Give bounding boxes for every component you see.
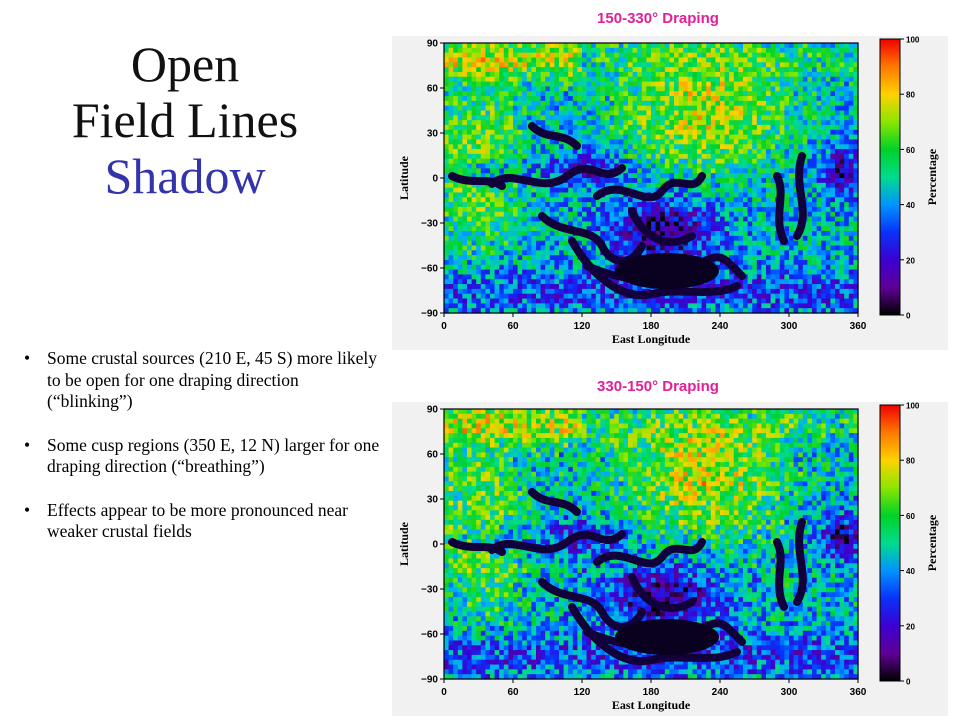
x-tick-label: 180	[643, 321, 660, 332]
y-tick-label: 30	[427, 495, 439, 506]
y-tick-label: −60	[421, 630, 438, 641]
y-tick-label: −60	[421, 264, 438, 275]
x-tick-label: 300	[781, 321, 798, 332]
colorbar-label: Percentage	[925, 148, 939, 205]
x-tick-label: 360	[850, 321, 867, 332]
plot-title-bottom: 330-150° Draping	[597, 378, 719, 395]
colorbar-tick-label: 0	[906, 312, 911, 321]
dark-basin-shape	[615, 619, 719, 655]
y-tick-label: 0	[432, 174, 438, 185]
colorbar-label: Percentage	[925, 514, 939, 571]
colorbar-tick-label: 0	[906, 678, 911, 687]
y-tick-label: 60	[427, 450, 439, 461]
x-tick-label: 60	[507, 687, 519, 698]
y-tick-label: −30	[421, 219, 438, 230]
bullet-list: Some crustal sources (210 E, 45 S) more …	[22, 348, 382, 565]
bullet-item: Some crustal sources (210 E, 45 S) more …	[22, 348, 382, 413]
heatmap-cells	[444, 43, 859, 314]
y-tick-label: −90	[421, 309, 438, 320]
colorbar-tick-label: 60	[906, 146, 915, 155]
y-tick-label: 90	[427, 405, 439, 416]
colorbar-tick-label: 80	[906, 457, 915, 466]
colorbar-tick-label: 100	[906, 402, 920, 411]
title-line-2: Field Lines	[71, 92, 299, 148]
colorbar-tick-label: 20	[906, 256, 915, 265]
y-axis-label: Latitude	[397, 521, 411, 566]
x-tick-label: 60	[507, 321, 519, 332]
colorbar-tick-label: 40	[906, 201, 915, 210]
colorbar-tick-label: 20	[906, 622, 915, 631]
colorbar-tick-label: 80	[906, 91, 915, 100]
plot-panel-top: 0 60 120 180 240 300 360 90 60 30 0 −30 −60 −90 East L…	[392, 36, 948, 350]
y-tick-label: 60	[427, 84, 439, 95]
x-tick-label: 0	[441, 321, 447, 332]
slide-title: Open Field Lines Shadow	[20, 36, 350, 204]
title-line-3: Shadow	[104, 148, 266, 204]
plot-title-top: 150-330° Draping	[597, 10, 719, 27]
bullet-item: Some cusp regions (350 E, 12 N) larger f…	[22, 435, 382, 478]
y-tick-label: 30	[427, 129, 439, 140]
y-tick-label: −30	[421, 585, 438, 596]
x-axis-label: East Longitude	[612, 332, 691, 346]
y-tick-label: 90	[427, 39, 439, 50]
x-tick-label: 240	[712, 687, 729, 698]
y-tick-label: 0	[432, 540, 438, 551]
x-tick-label: 360	[850, 687, 867, 698]
colorbar-tick-label: 60	[906, 512, 915, 521]
y-axis-label: Latitude	[397, 155, 411, 200]
x-tick-label: 0	[441, 687, 447, 698]
dark-basin-shape	[615, 253, 719, 289]
y-tick-label: −90	[421, 675, 438, 686]
plot-panel-bottom: 0 60 120 180 240 300 360 90 60 30 0 −30 −60 −90 East L…	[392, 402, 948, 716]
x-tick-label: 180	[643, 687, 660, 698]
x-tick-label: 240	[712, 321, 729, 332]
bullet-item: Effects appear to be more pronounced nea…	[22, 500, 382, 543]
colorbar-tick-label: 40	[906, 567, 915, 576]
x-tick-label: 120	[574, 687, 591, 698]
colorbar	[879, 38, 901, 316]
colorbar-tick-label: 100	[906, 36, 920, 45]
colorbar	[879, 404, 901, 682]
x-tick-label: 300	[781, 687, 798, 698]
title-line-1: Open	[130, 36, 240, 92]
x-tick-label: 120	[574, 321, 591, 332]
x-axis-label: East Longitude	[612, 698, 691, 712]
